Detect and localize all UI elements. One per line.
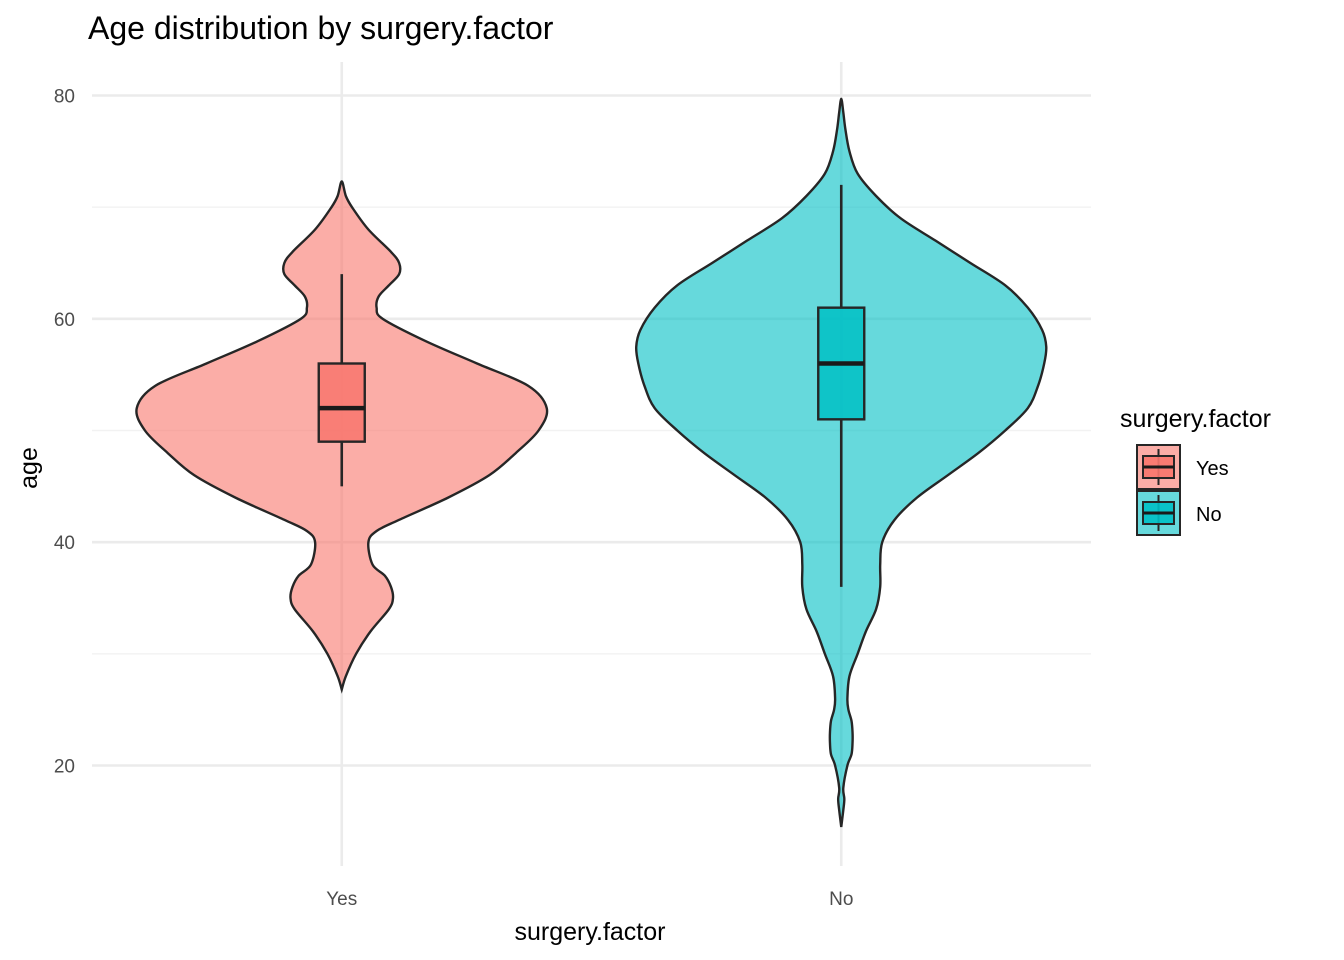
legend-title: surgery.factor [1120, 405, 1271, 433]
legend-label: No [1196, 504, 1222, 526]
x-axis-tick-labels: Yes No [326, 889, 853, 910]
legend-keys: Yes No [1136, 444, 1229, 536]
y-tick-label: 40 [54, 533, 75, 554]
legend-key-yes: Yes [1136, 444, 1229, 490]
x-axis-title: surgery.factor [515, 918, 666, 946]
x-tick-label: No [829, 889, 853, 910]
legend: surgery.factor Yes No [1120, 405, 1271, 536]
boxplots [317, 184, 866, 587]
y-tick-label: 60 [54, 310, 75, 331]
violins [135, 97, 1048, 828]
x-tick-label: Yes [326, 889, 357, 910]
legend-key-no: No [1136, 490, 1222, 536]
y-tick-label: 80 [54, 87, 75, 108]
y-tick-label: 20 [54, 757, 75, 778]
y-axis-tick-labels: 20 40 60 80 [54, 87, 75, 778]
legend-label: Yes [1196, 458, 1229, 480]
chart-title: Age distribution by surgery.factor [88, 10, 554, 46]
box-iqr [317, 362, 366, 443]
y-axis-title: age [15, 447, 43, 489]
